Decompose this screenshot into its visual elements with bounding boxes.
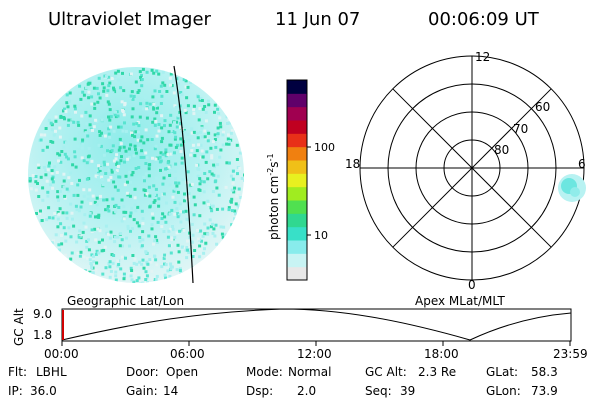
instrument-info: Flt: LBHL Door: Open Mode: Normal GC Alt… xyxy=(8,365,558,398)
colorbar-swatch xyxy=(287,120,307,134)
orbit-plot-frame xyxy=(61,308,572,342)
alt-tick-9: 9.0 xyxy=(33,307,52,321)
glat-key: GLat: xyxy=(486,365,518,379)
colorbar-unit-label: photon cm-2s-1 xyxy=(266,153,281,240)
colorbar-swatch xyxy=(287,173,307,188)
gc-alt-value: 2.3 Re xyxy=(418,365,456,379)
auroral-patch xyxy=(558,174,586,202)
colorbar-tick-label: 100 xyxy=(314,141,335,154)
door-value: Open xyxy=(166,365,198,379)
colorbar-swatch xyxy=(287,240,307,254)
time-tick-0600: 06:00 xyxy=(170,347,205,361)
apex-coords-label: Apex MLat/MLT xyxy=(415,294,505,308)
dsp-value: 2.0 xyxy=(297,384,316,398)
ip-value: 36.0 xyxy=(30,384,57,398)
time-tick-1800: 18:00 xyxy=(424,347,459,361)
earth-disk-image xyxy=(28,65,244,284)
colorbar-swatch xyxy=(287,226,307,241)
mlat-ring-label-70: 70 xyxy=(513,122,528,136)
colorbar-swatch xyxy=(287,133,307,148)
glon-value: 73.9 xyxy=(531,384,558,398)
seq-key: Seq: xyxy=(365,384,392,398)
colorbar-swatch xyxy=(287,160,307,174)
mode-value: Normal xyxy=(288,365,331,379)
glat-value: 58.3 xyxy=(531,365,558,379)
colorbar-swatch xyxy=(287,80,307,94)
orbit-altitude-panel: Geographic Lat/Lon Apex MLat/MLT 9.0 1.8… xyxy=(12,294,588,361)
alt-tick-1-8: 1.8 xyxy=(33,328,52,342)
observation-time: 00:06:09 UT xyxy=(428,9,540,30)
mlt-label-12: 12 xyxy=(475,50,490,64)
colorbar-swatch xyxy=(287,106,307,121)
dsp-key: Dsp: xyxy=(246,384,273,398)
glon-key: GLon: xyxy=(486,384,521,398)
ip-key: IP: xyxy=(8,384,23,398)
filter-key: Flt: xyxy=(8,365,27,379)
gain-value: 14 xyxy=(163,384,178,398)
mlat-ring-label-80: 80 xyxy=(494,143,509,157)
colorbar-tick-label: 10 xyxy=(314,229,328,242)
svg-text:photon cm-2s-1: photon cm-2s-1 xyxy=(266,153,281,240)
time-tick-0000: 00:00 xyxy=(44,347,79,361)
colorbar-swatch xyxy=(287,253,307,268)
colorbar-swatch xyxy=(287,200,307,214)
gain-key: Gain: xyxy=(126,384,158,398)
mlat-ring-label-60: 60 xyxy=(535,100,550,114)
mlt-label-18: 18 xyxy=(345,157,360,171)
colorbar-swatch xyxy=(287,93,307,108)
observation-date: 11 Jun 07 xyxy=(275,9,360,30)
colorbar-swatch xyxy=(287,266,307,281)
altitude-axis-label: GC Alt xyxy=(12,308,26,346)
filter-value: LBHL xyxy=(36,365,67,379)
seq-value: 39 xyxy=(400,384,415,398)
color-scale-bar: 100 10 xyxy=(286,79,335,281)
colorbar-swatch xyxy=(287,213,307,228)
time-tick-1200: 12:00 xyxy=(297,347,332,361)
time-tick-2359: 23:59 xyxy=(553,347,588,361)
mlt-label-0: 0 xyxy=(468,278,476,292)
door-key: Door: xyxy=(126,365,159,379)
colorbar-swatch xyxy=(287,146,307,161)
colorbar-swatch xyxy=(287,186,307,201)
polar-mlat-mlt-grid: 80 70 60 12 18 6 0 xyxy=(345,50,586,292)
altitude-curve xyxy=(61,308,572,341)
mlt-label-6: 6 xyxy=(578,157,586,171)
colorbar-frame xyxy=(286,79,308,281)
instrument-title: Ultraviolet Imager xyxy=(48,9,212,30)
terminator-line xyxy=(173,65,194,284)
gc-alt-key: GC Alt: xyxy=(365,365,407,379)
geographic-coords-label: Geographic Lat/Lon xyxy=(67,294,184,308)
mode-key: Mode: xyxy=(246,365,283,379)
